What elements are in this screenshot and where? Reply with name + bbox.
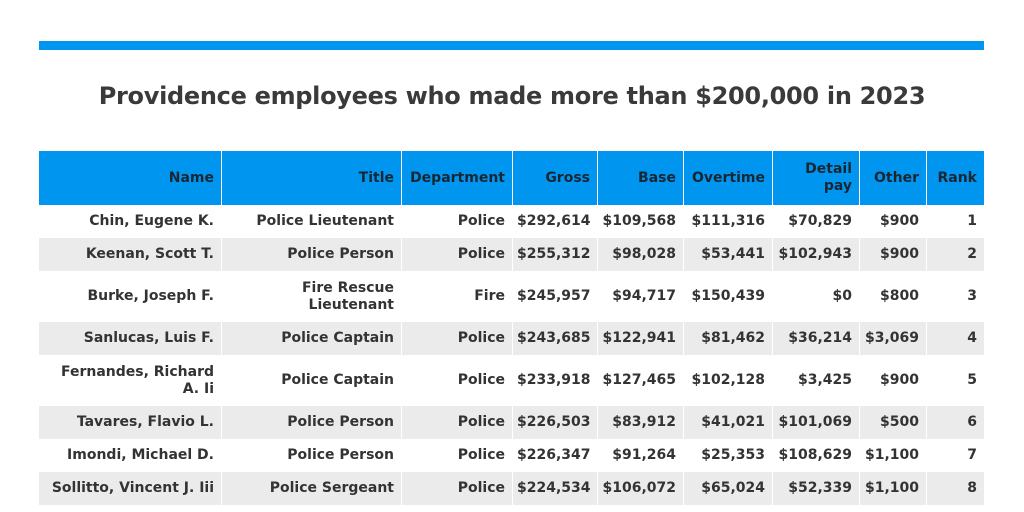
cell-department: Police xyxy=(402,355,513,406)
cell-gross: $292,614 xyxy=(513,205,598,238)
cell-name: Burke, Joseph F. xyxy=(39,271,222,322)
cell-base: $83,912 xyxy=(598,406,684,439)
cell-other: $3,069 xyxy=(860,322,927,355)
header-rank: Rank xyxy=(927,151,984,205)
cell-base: $94,717 xyxy=(598,271,684,322)
cell-department: Police xyxy=(402,238,513,271)
cell-title: Police Captain xyxy=(222,355,402,406)
cell-base: $127,465 xyxy=(598,355,684,406)
cell-overtime: $150,439 xyxy=(684,271,773,322)
header-title: Title xyxy=(222,151,402,205)
header-base: Base xyxy=(598,151,684,205)
cell-department: Police xyxy=(402,439,513,472)
cell-name: Tavares, Flavio L. xyxy=(39,406,222,439)
cell-gross: $224,534 xyxy=(513,472,598,505)
cell-department: Police xyxy=(402,472,513,505)
cell-other: $900 xyxy=(860,238,927,271)
table-row: Chin, Eugene K. Police Lieutenant Police… xyxy=(39,205,984,238)
cell-rank: 4 xyxy=(927,322,984,355)
cell-detail-pay: $108,629 xyxy=(773,439,860,472)
cell-detail-pay: $0 xyxy=(773,271,860,322)
cell-name: Imondi, Michael D. xyxy=(39,439,222,472)
cell-title: Police Sergeant xyxy=(222,472,402,505)
table-header-row: Name Title Department Gross Base Overtim… xyxy=(39,151,984,205)
header-gross: Gross xyxy=(513,151,598,205)
cell-title: Police Lieutenant xyxy=(222,205,402,238)
cell-other: $1,100 xyxy=(860,439,927,472)
table-row: Tavares, Flavio L. Police Person Police … xyxy=(39,406,984,439)
cell-gross: $226,347 xyxy=(513,439,598,472)
cell-overtime: $81,462 xyxy=(684,322,773,355)
cell-base: $106,072 xyxy=(598,472,684,505)
cell-title: Fire Rescue Lieutenant xyxy=(222,271,402,322)
cell-title: Police Person xyxy=(222,406,402,439)
cell-name: Sollitto, Vincent J. Iii xyxy=(39,472,222,505)
cell-department: Police xyxy=(402,205,513,238)
table-row: Keenan, Scott T. Police Person Police $2… xyxy=(39,238,984,271)
cell-name: Sanlucas, Luis F. xyxy=(39,322,222,355)
cell-gross: $245,957 xyxy=(513,271,598,322)
cell-detail-pay: $36,214 xyxy=(773,322,860,355)
cell-detail-pay: $52,339 xyxy=(773,472,860,505)
cell-detail-pay: $102,943 xyxy=(773,238,860,271)
cell-detail-pay: $3,425 xyxy=(773,355,860,406)
header-other: Other xyxy=(860,151,927,205)
cell-title: Police Captain xyxy=(222,322,402,355)
cell-name: Fernandes, Richard A. Ii xyxy=(39,355,222,406)
cell-other: $900 xyxy=(860,205,927,238)
cell-base: $91,264 xyxy=(598,439,684,472)
table-row: Imondi, Michael D. Police Person Police … xyxy=(39,439,984,472)
cell-title: Police Person xyxy=(222,238,402,271)
cell-rank: 3 xyxy=(927,271,984,322)
cell-department: Police xyxy=(402,322,513,355)
table-row: Burke, Joseph F. Fire Rescue Lieutenant … xyxy=(39,271,984,322)
header-overtime: Overtime xyxy=(684,151,773,205)
cell-gross: $243,685 xyxy=(513,322,598,355)
header-detail-pay: Detail pay xyxy=(773,151,860,205)
table-row: Fernandes, Richard A. Ii Police Captain … xyxy=(39,355,984,406)
salary-table: Name Title Department Gross Base Overtim… xyxy=(39,151,984,505)
cell-name: Keenan, Scott T. xyxy=(39,238,222,271)
cell-detail-pay: $70,829 xyxy=(773,205,860,238)
cell-other: $500 xyxy=(860,406,927,439)
table-row: Sanlucas, Luis F. Police Captain Police … xyxy=(39,322,984,355)
cell-other: $1,100 xyxy=(860,472,927,505)
cell-overtime: $41,021 xyxy=(684,406,773,439)
cell-rank: 6 xyxy=(927,406,984,439)
cell-department: Police xyxy=(402,406,513,439)
cell-gross: $255,312 xyxy=(513,238,598,271)
cell-gross: $226,503 xyxy=(513,406,598,439)
top-accent-bar xyxy=(39,41,984,50)
cell-gross: $233,918 xyxy=(513,355,598,406)
cell-rank: 7 xyxy=(927,439,984,472)
cell-rank: 5 xyxy=(927,355,984,406)
cell-rank: 1 xyxy=(927,205,984,238)
cell-overtime: $102,128 xyxy=(684,355,773,406)
cell-rank: 8 xyxy=(927,472,984,505)
cell-overtime: $53,441 xyxy=(684,238,773,271)
cell-detail-pay: $101,069 xyxy=(773,406,860,439)
page-title: Providence employees who made more than … xyxy=(98,82,926,110)
cell-base: $98,028 xyxy=(598,238,684,271)
cell-overtime: $111,316 xyxy=(684,205,773,238)
header-department: Department xyxy=(402,151,513,205)
table-row: Sollitto, Vincent J. Iii Police Sergeant… xyxy=(39,472,984,505)
header-name: Name xyxy=(39,151,222,205)
cell-other: $900 xyxy=(860,355,927,406)
cell-overtime: $65,024 xyxy=(684,472,773,505)
cell-base: $109,568 xyxy=(598,205,684,238)
cell-name: Chin, Eugene K. xyxy=(39,205,222,238)
cell-other: $800 xyxy=(860,271,927,322)
cell-rank: 2 xyxy=(927,238,984,271)
cell-overtime: $25,353 xyxy=(684,439,773,472)
cell-base: $122,941 xyxy=(598,322,684,355)
cell-department: Fire xyxy=(402,271,513,322)
cell-title: Police Person xyxy=(222,439,402,472)
